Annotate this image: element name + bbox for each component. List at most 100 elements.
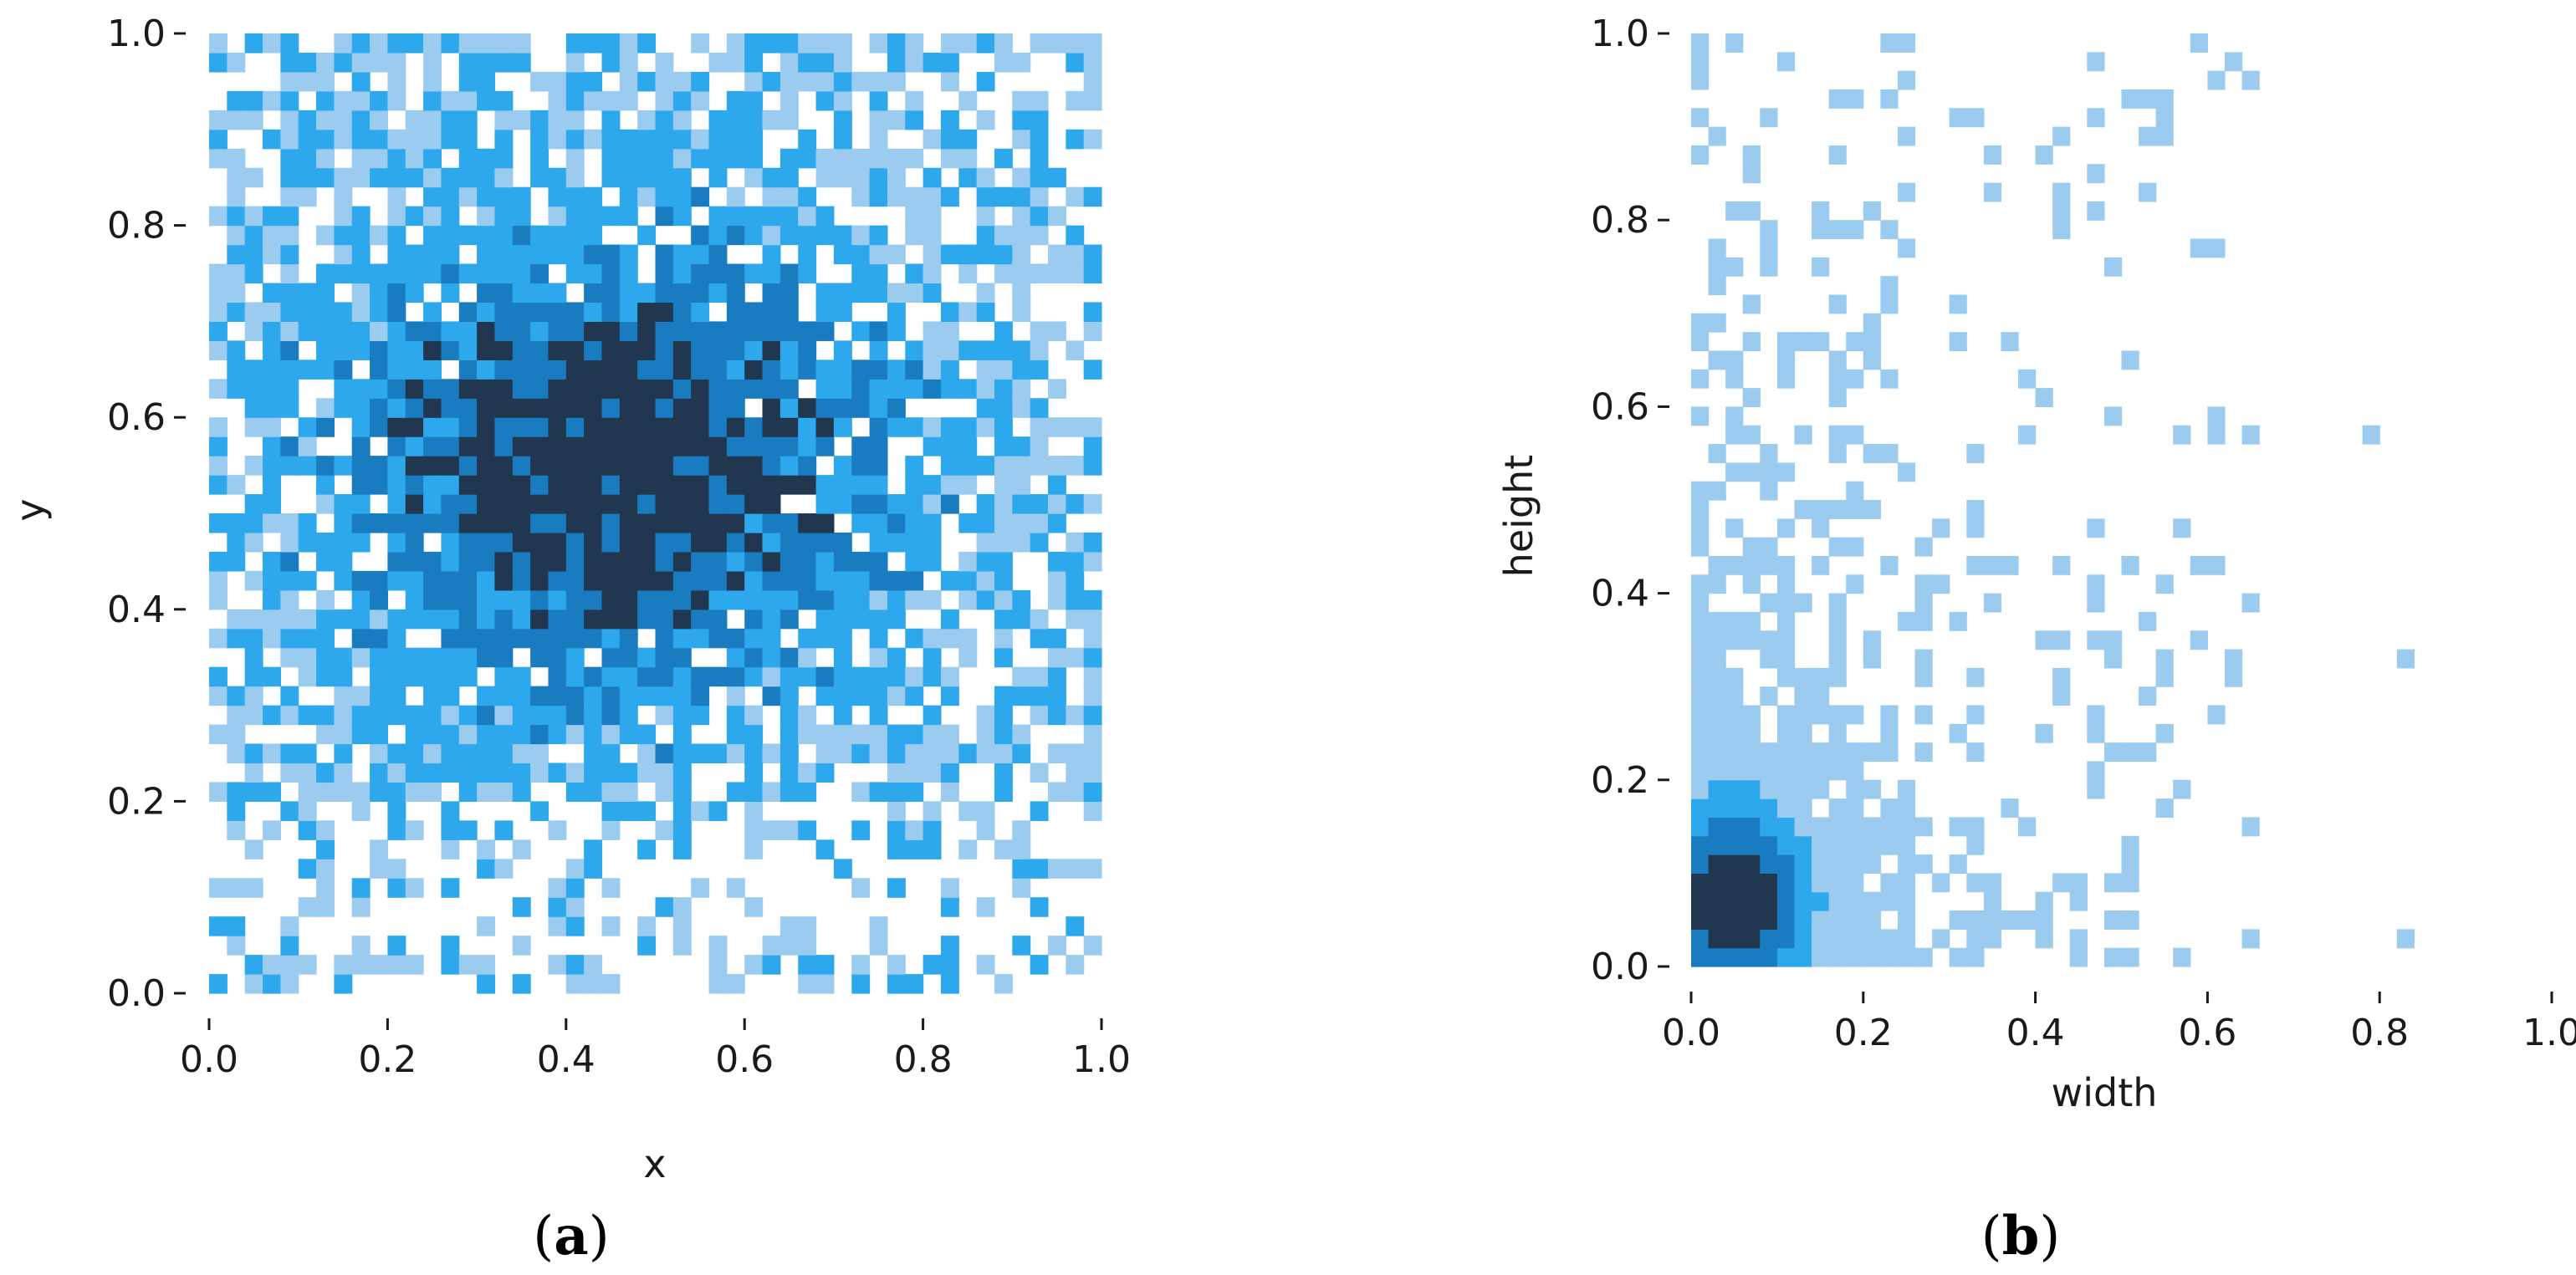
heatmap-cell	[869, 90, 888, 111]
heatmap-cell	[405, 589, 424, 610]
heatmap-cell	[833, 666, 852, 687]
heatmap-cell	[1083, 244, 1102, 265]
heatmap-cell	[227, 90, 246, 111]
heatmap-cell	[584, 859, 603, 879]
heatmap-cell	[851, 244, 871, 265]
heatmap-cell	[655, 186, 674, 207]
heatmap-cell	[405, 129, 424, 150]
heatmap-cell	[833, 129, 852, 150]
heatmap-cell	[405, 263, 424, 284]
heatmap-cell	[387, 71, 406, 92]
heatmap-cell	[351, 148, 371, 169]
heatmap-cell	[726, 878, 745, 898]
heatmap-cell	[601, 475, 621, 495]
heatmap-cell	[744, 666, 764, 687]
heatmap-cell	[1708, 257, 1726, 277]
heatmap-cell	[1776, 723, 1796, 743]
heatmap-cell	[601, 340, 621, 360]
heatmap-cell	[263, 782, 281, 802]
heatmap-cell	[851, 686, 871, 706]
heatmap-cell	[691, 379, 710, 399]
heatmap-cell	[923, 589, 942, 610]
heatmap-cell	[2139, 686, 2157, 706]
heatmap-cell	[905, 532, 924, 553]
heatmap-cell	[869, 551, 888, 572]
heatmap-cell	[655, 71, 674, 92]
heatmap-cell	[1030, 263, 1049, 284]
heatmap-cell	[726, 647, 745, 668]
heatmap-cell	[263, 820, 281, 840]
heatmap-cell	[1828, 798, 1847, 819]
heatmap-cell	[976, 532, 995, 553]
heatmap-cell	[370, 609, 388, 630]
heatmap-cell	[1742, 555, 1761, 575]
heatmap-cell	[2190, 555, 2208, 575]
heatmap-cell	[351, 167, 371, 188]
heatmap-cell	[530, 705, 549, 726]
heatmap-cell	[2224, 52, 2243, 72]
heatmap-cell	[1880, 835, 1899, 855]
heatmap-cell	[458, 743, 478, 764]
heatmap-cell	[387, 302, 406, 322]
heatmap-cell	[887, 398, 906, 418]
heatmap-cell	[530, 647, 549, 668]
heatmap-cell	[1725, 929, 1744, 949]
heatmap-cell	[655, 417, 674, 437]
heatmap-cell	[2001, 910, 2019, 930]
heatmap-cell	[779, 71, 799, 92]
heatmap-cell	[1794, 910, 1812, 930]
heatmap-cell	[334, 206, 353, 227]
heatmap-cell	[976, 705, 995, 726]
heatmap-cell	[672, 762, 692, 783]
heatmap-cell	[1047, 589, 1066, 610]
heatmap-cell	[584, 244, 603, 265]
heatmap-cell	[405, 647, 424, 668]
heatmap-cell	[548, 244, 567, 265]
heatmap-cell	[227, 609, 246, 630]
heatmap-cell	[584, 686, 603, 706]
heatmap-cell	[370, 647, 388, 668]
heatmap-cell	[2155, 667, 2174, 687]
heatmap-cell	[798, 782, 817, 802]
heatmap-cell	[1966, 667, 1985, 687]
heatmap-cell	[334, 551, 353, 572]
heatmap-cell	[726, 456, 745, 476]
heatmap-cell	[708, 52, 728, 73]
heatmap-cell	[316, 71, 335, 92]
heatmap-cell	[244, 666, 263, 687]
heatmap-cell	[548, 340, 567, 360]
heatmap-cell	[244, 532, 263, 553]
heatmap-cell	[798, 398, 817, 418]
heatmap-cell	[601, 532, 621, 553]
heatmap-cell	[869, 647, 888, 668]
heatmap-cell	[387, 475, 406, 495]
heatmap-cell	[1708, 910, 1726, 930]
x-tick-label: 0.2	[1834, 1012, 1893, 1054]
heatmap-cell	[370, 513, 388, 533]
heatmap-cell	[691, 705, 710, 726]
heatmap-cell	[672, 628, 692, 649]
heatmap-cell	[691, 801, 710, 821]
heatmap-cell	[619, 609, 638, 630]
heatmap-cell	[655, 90, 674, 111]
heatmap-cell	[869, 321, 888, 341]
heatmap-cell	[370, 417, 388, 437]
heatmap-cell	[1066, 955, 1085, 975]
heatmap-cell	[779, 456, 799, 476]
heatmap-cell	[994, 724, 1013, 745]
heatmap-cell	[691, 589, 710, 610]
heatmap-cell	[512, 263, 531, 284]
heatmap-cell	[477, 225, 496, 246]
heatmap-cell	[263, 340, 281, 360]
heatmap-cell	[370, 762, 388, 783]
heatmap-cell	[1030, 398, 1049, 418]
heatmap-cell	[512, 33, 531, 54]
heatmap-cell	[512, 302, 531, 322]
heatmap-cell	[405, 379, 424, 399]
heatmap-cell	[565, 570, 585, 591]
heatmap-cell	[1794, 686, 1812, 706]
heatmap-cell	[744, 129, 764, 150]
heatmap-cell	[1012, 666, 1031, 687]
heatmap-cell	[976, 340, 995, 360]
heatmap-cell	[726, 974, 745, 994]
